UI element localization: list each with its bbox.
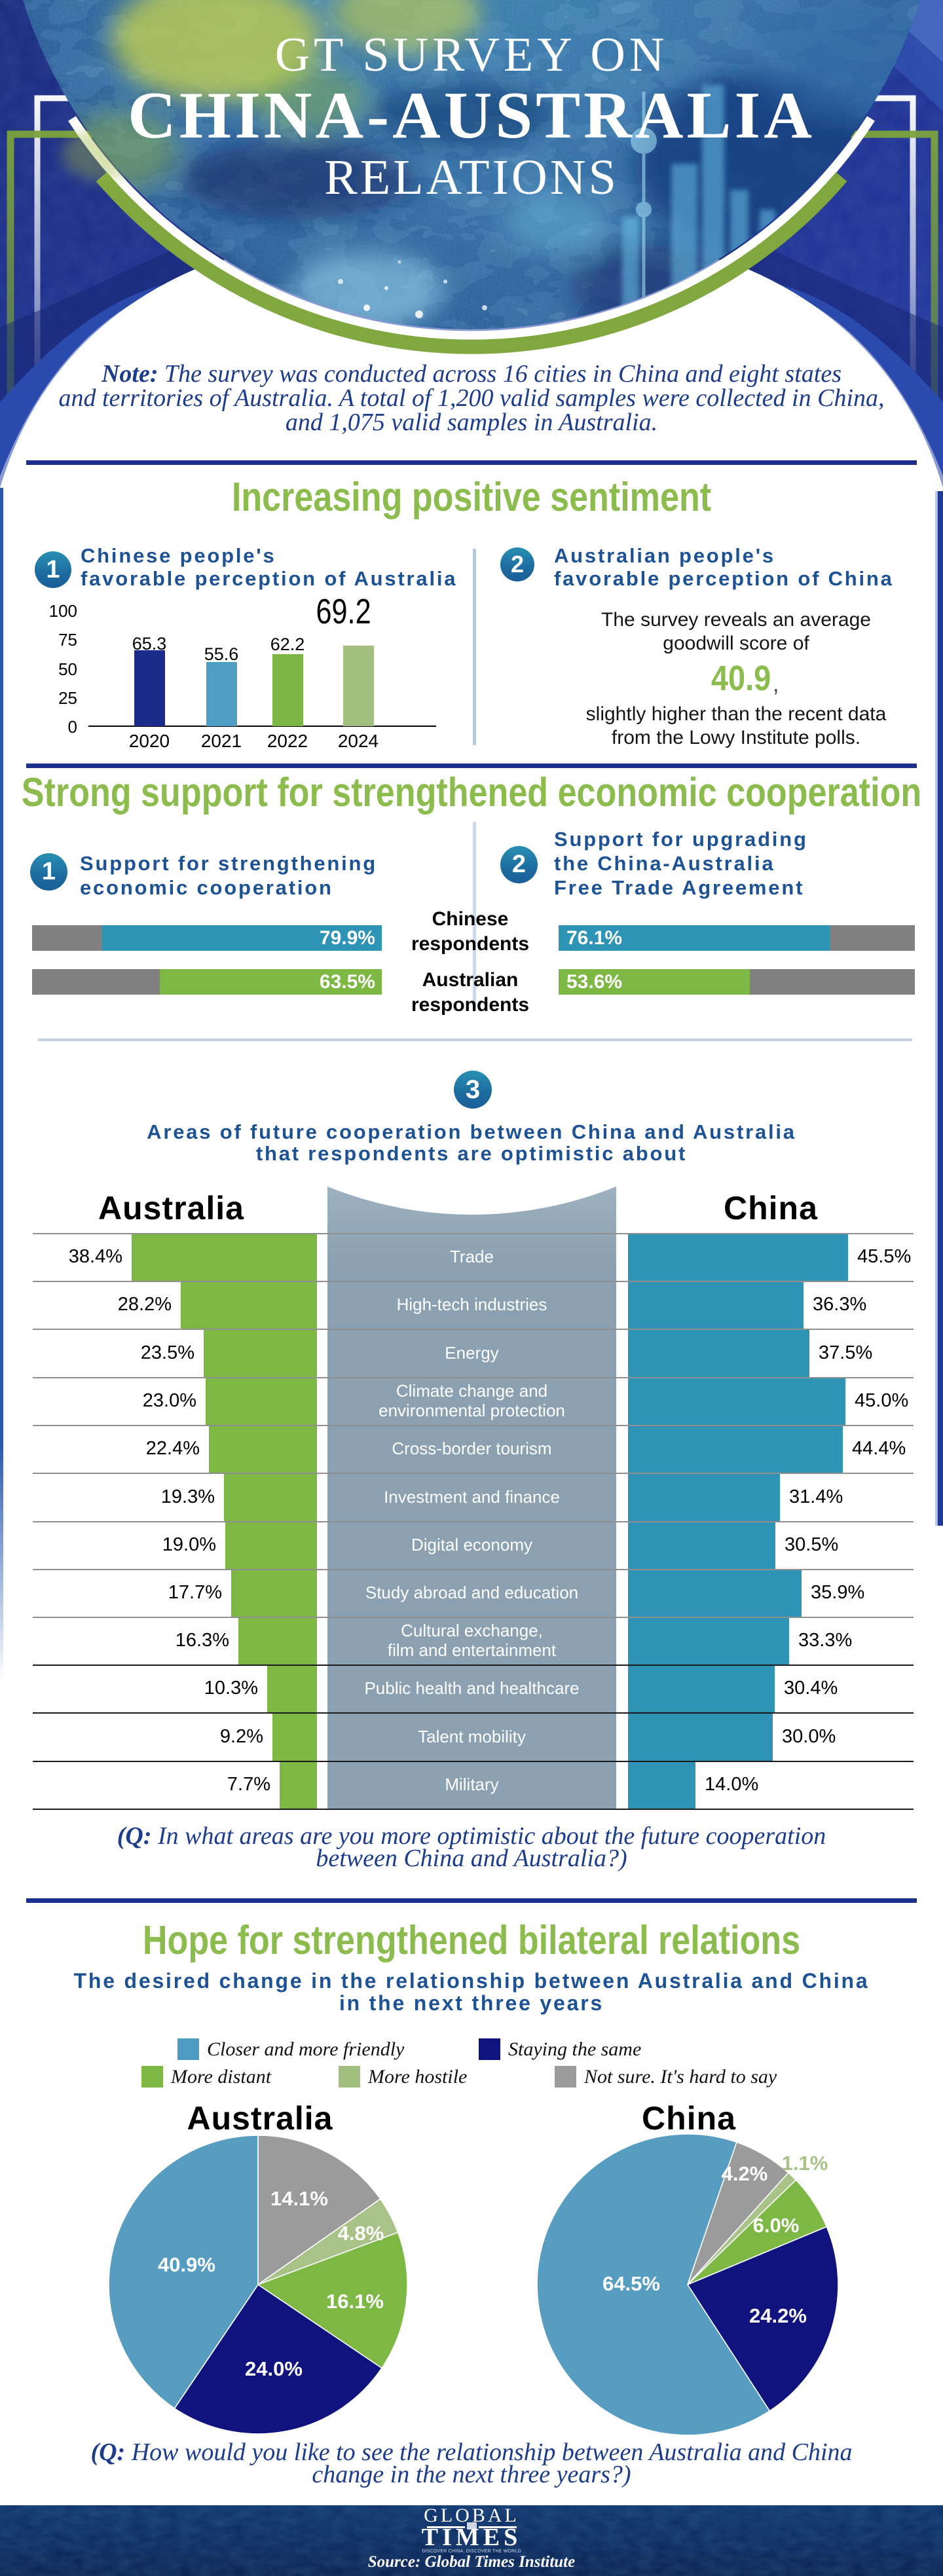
svg-text:1.1%: 1.1% <box>782 2152 828 2175</box>
svg-text:16.1%: 16.1% <box>326 2290 384 2313</box>
svg-text:14.1%: 14.1% <box>270 2187 328 2210</box>
svg-text:4.2%: 4.2% <box>722 2162 768 2185</box>
svg-text:24.2%: 24.2% <box>749 2304 807 2327</box>
svg-text:6.0%: 6.0% <box>753 2214 800 2237</box>
svg-text:4.8%: 4.8% <box>338 2222 384 2245</box>
svg-text:64.5%: 64.5% <box>602 2272 660 2295</box>
svg-text:40.9%: 40.9% <box>158 2253 215 2276</box>
svg-text:24.0%: 24.0% <box>245 2357 303 2380</box>
